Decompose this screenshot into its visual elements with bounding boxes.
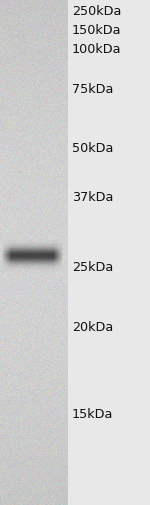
Text: 100kDa: 100kDa — [72, 43, 122, 56]
Text: 20kDa: 20kDa — [72, 321, 113, 334]
Text: 15kDa: 15kDa — [72, 408, 113, 421]
Text: 150kDa: 150kDa — [72, 24, 122, 37]
Text: 50kDa: 50kDa — [72, 142, 113, 156]
Text: 75kDa: 75kDa — [72, 83, 113, 96]
Text: 25kDa: 25kDa — [72, 261, 113, 274]
Text: 37kDa: 37kDa — [72, 191, 113, 205]
Text: 250kDa: 250kDa — [72, 5, 121, 18]
